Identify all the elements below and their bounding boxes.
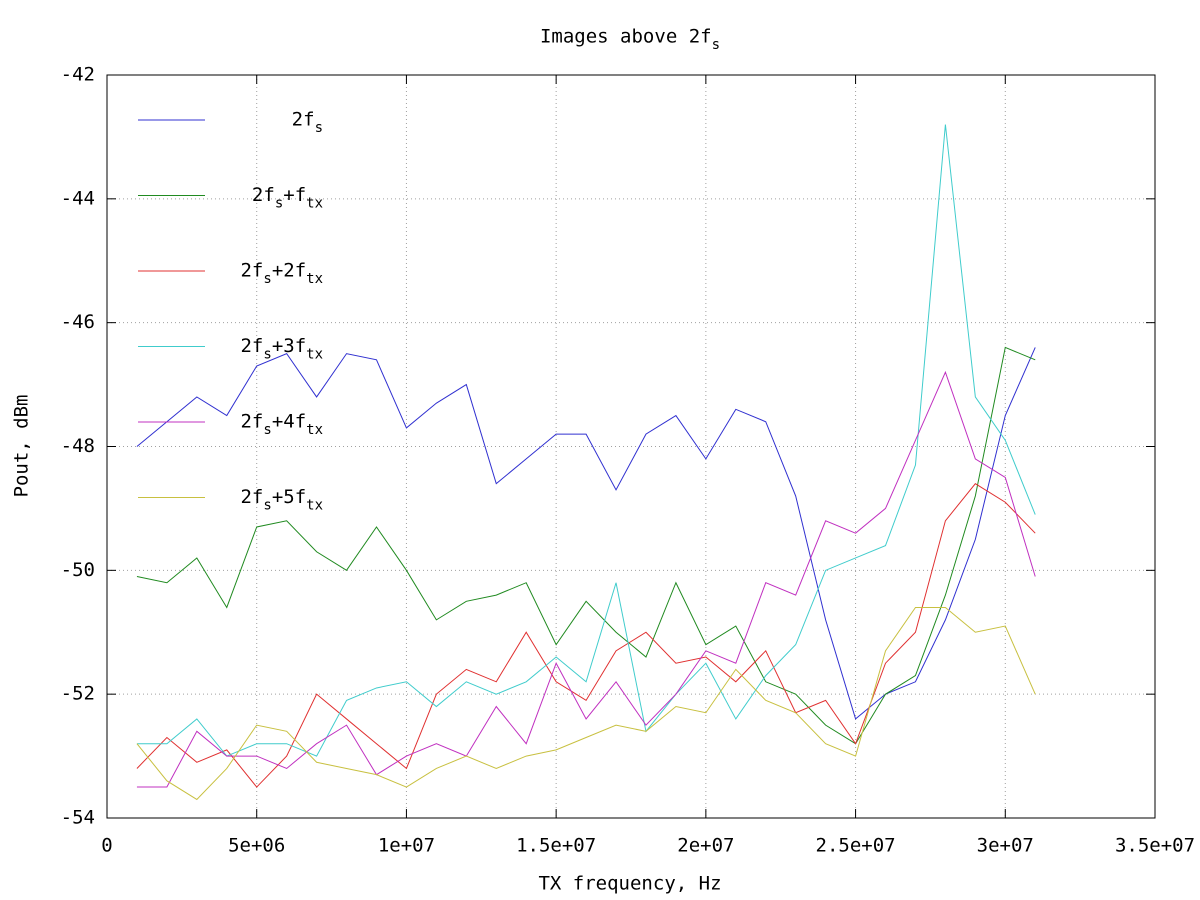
x-tick-label: 1e+07 (378, 835, 435, 857)
y-tick-label: -48 (61, 435, 95, 457)
chart-title: Images above 2fs (540, 26, 720, 54)
legend-label: 2fs+ftx (252, 184, 323, 212)
series-line (136, 346, 1036, 745)
x-tick-label: 0 (101, 835, 112, 857)
x-tick-label: 2e+07 (677, 835, 734, 857)
y-tick-label: -44 (61, 187, 95, 209)
y-tick-label: -42 (61, 64, 95, 86)
x-tick-label: 5e+06 (228, 835, 285, 857)
legend-label: 2fs+4ftx (240, 411, 323, 439)
x-tick-label: 3e+07 (977, 835, 1034, 857)
x-axis-label: TX frequency, Hz (538, 873, 721, 895)
series-line (136, 370, 1036, 788)
x-tick-label: 3.5e+07 (1115, 835, 1195, 857)
series-line (136, 482, 1036, 788)
y-tick-label: -50 (61, 559, 95, 581)
y-tick-label: -52 (61, 683, 95, 705)
x-tick-label: 2.5e+07 (816, 835, 896, 857)
legend-label: 2fs+5ftx (240, 486, 323, 514)
legend-label: 2fs+2ftx (240, 260, 323, 288)
legend-label: 2fs (292, 109, 323, 137)
y-tick-label: -54 (61, 807, 95, 829)
series-line (136, 124, 1036, 757)
series-line (136, 606, 1036, 801)
y-axis-label: Pout, dBm (11, 395, 33, 498)
plot-frame (106, 74, 1156, 819)
y-tick-label: -46 (61, 311, 95, 333)
legend-label: 2fs+3ftx (240, 335, 323, 363)
series-line (136, 347, 1036, 720)
x-tick-label: 1.5e+07 (516, 835, 596, 857)
